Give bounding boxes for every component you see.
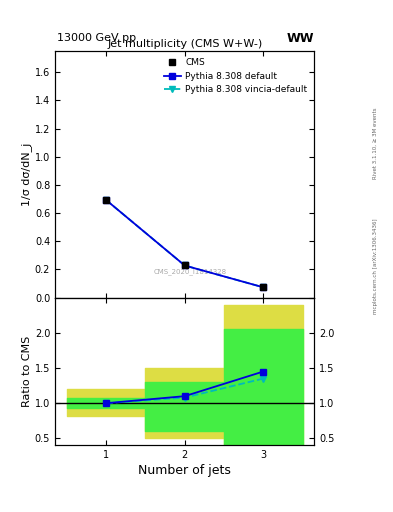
Line: CMS: CMS xyxy=(103,197,267,291)
Text: WW: WW xyxy=(287,32,314,45)
Text: CMS_2020_I1814328: CMS_2020_I1814328 xyxy=(153,268,226,275)
Text: Rivet 3.1.10, ≥ 3M events: Rivet 3.1.10, ≥ 3M events xyxy=(373,108,378,179)
Pythia 8.308 default xyxy=(104,197,108,203)
Pythia 8.308 default xyxy=(182,263,187,269)
Text: 13000 GeV pp: 13000 GeV pp xyxy=(57,33,136,44)
X-axis label: Number of jets: Number of jets xyxy=(138,464,231,478)
Pythia 8.308 vincia-default xyxy=(104,197,108,203)
Y-axis label: 1/σ dσ/dN_j: 1/σ dσ/dN_j xyxy=(21,143,32,206)
Line: Pythia 8.308 default: Pythia 8.308 default xyxy=(103,197,266,290)
CMS xyxy=(261,284,266,290)
CMS xyxy=(104,197,108,203)
Legend: CMS, Pythia 8.308 default, Pythia 8.308 vincia-default: CMS, Pythia 8.308 default, Pythia 8.308 … xyxy=(162,56,310,97)
Pythia 8.308 vincia-default xyxy=(182,263,187,269)
Pythia 8.308 default xyxy=(261,284,266,290)
Line: Pythia 8.308 vincia-default: Pythia 8.308 vincia-default xyxy=(103,197,266,290)
Text: mcplots.cern.ch [arXiv:1306.3436]: mcplots.cern.ch [arXiv:1306.3436] xyxy=(373,219,378,314)
Title: Jet multiplicity (CMS W+W-): Jet multiplicity (CMS W+W-) xyxy=(107,39,263,49)
CMS xyxy=(182,263,187,269)
Y-axis label: Ratio to CMS: Ratio to CMS xyxy=(22,336,32,407)
Pythia 8.308 vincia-default xyxy=(261,284,266,290)
